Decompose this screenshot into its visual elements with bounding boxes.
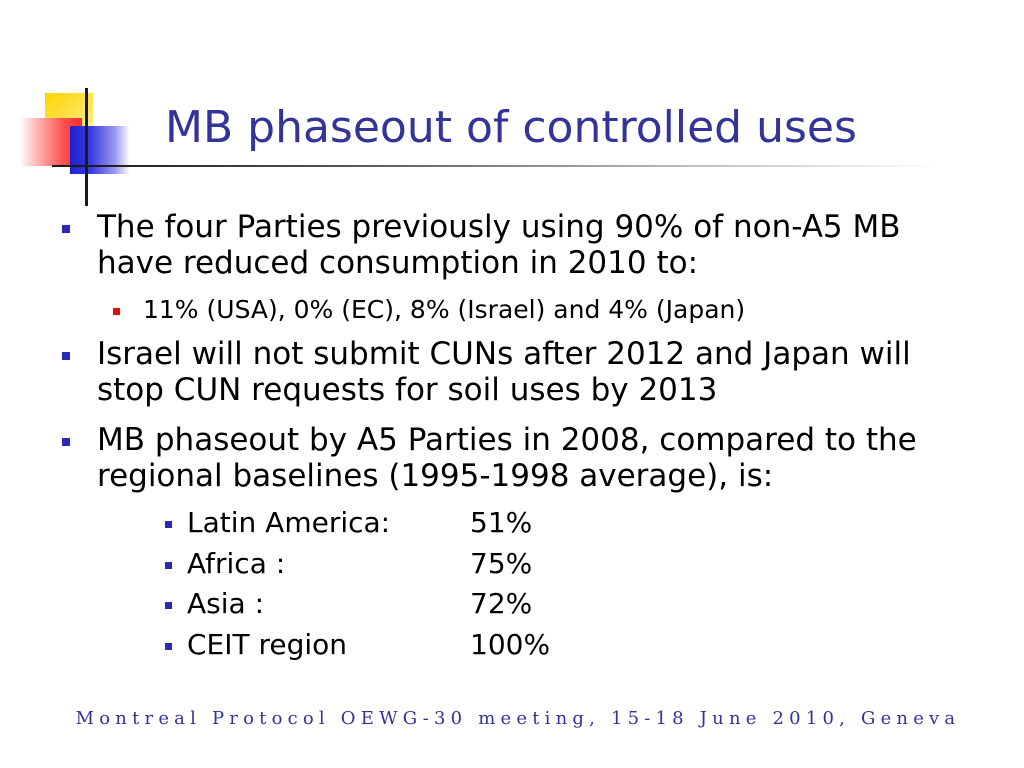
title-underline xyxy=(88,165,938,167)
bullet-text: Israel will not submit CUNs after 2012 a… xyxy=(97,336,911,408)
logo-vertical-line xyxy=(85,88,88,206)
sub-bullet-text: 11% (USA), 0% (EC), 8% (Israel) and 4% (… xyxy=(143,295,746,324)
slide-title: MB phaseout of controlled uses xyxy=(165,102,857,153)
region-value: 72% xyxy=(470,587,533,620)
region-value: 100% xyxy=(470,628,551,661)
region-name: Africa : xyxy=(187,547,286,580)
bullet-text: MB phaseout by A5 Parties in 2008, compa… xyxy=(97,422,917,494)
sub-bullet-square-icon xyxy=(165,602,172,609)
sub-bullet-square-icon xyxy=(113,308,120,315)
bullet-square-icon xyxy=(62,438,70,446)
bullet-square-icon xyxy=(62,352,70,360)
bullet-text: The four Parties previously using 90% of… xyxy=(97,209,901,281)
region-value: 51% xyxy=(470,506,533,539)
region-name: Latin America: xyxy=(187,506,391,539)
bullet-square-icon xyxy=(62,225,70,233)
region-name: CEIT region xyxy=(187,628,348,661)
sub-bullet-square-icon xyxy=(165,521,172,528)
slide-logo-icon xyxy=(0,0,162,210)
region-name: Asia : xyxy=(187,587,265,620)
slide-footer: Montreal Protocol OEWG-30 meeting, 15-18… xyxy=(75,708,961,729)
sub-bullet-square-icon xyxy=(165,643,172,650)
sub-bullet-square-icon xyxy=(165,562,172,569)
region-value: 75% xyxy=(470,547,533,580)
